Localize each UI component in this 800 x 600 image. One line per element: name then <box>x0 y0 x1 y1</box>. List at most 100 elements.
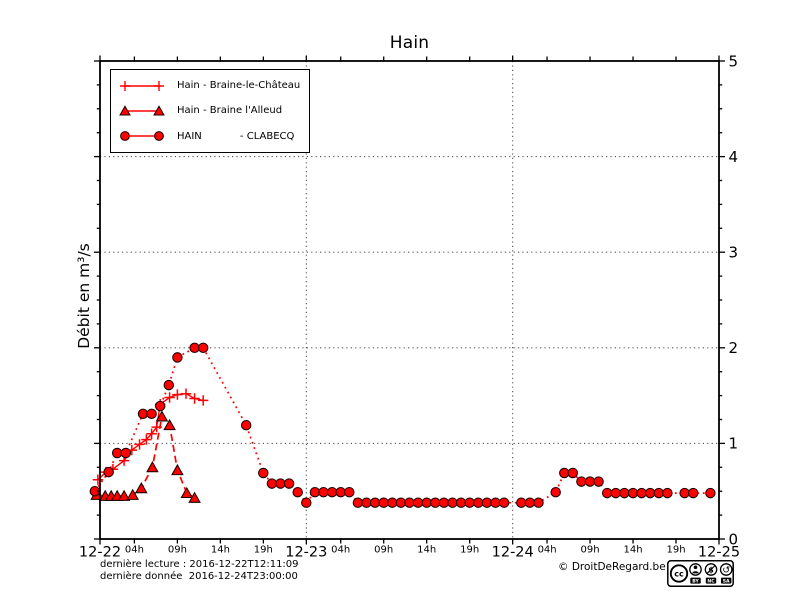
x-hour-label: 09h <box>374 545 393 556</box>
data-point-circle <box>387 497 398 508</box>
legend-marker <box>119 105 131 116</box>
data-point-circle <box>498 497 510 508</box>
data-point-circle <box>636 487 647 499</box>
y-tick-label: 3 <box>729 244 739 262</box>
x-hour-label: 14h <box>623 545 642 556</box>
data-point-circle <box>601 487 613 499</box>
legend-label: HAIN - CLABECQ <box>177 130 295 142</box>
nc-label: NC <box>707 578 715 584</box>
data-point-plus <box>146 428 157 439</box>
legend: Hain - Braine-le-Château Hain - Braine l'… <box>110 69 310 153</box>
data-point-circle <box>524 497 536 508</box>
data-point-circle <box>283 478 295 489</box>
data-point-circle <box>576 476 587 487</box>
data-point-circle <box>430 497 441 508</box>
x-hour-label: 19h <box>666 545 685 556</box>
x-day-label: 12-22 <box>79 545 121 561</box>
series-line <box>94 346 711 505</box>
data-point-triangle <box>180 486 194 499</box>
data-point-circle <box>335 486 346 498</box>
y-tick-label: 2 <box>729 339 739 357</box>
legend-marker-sample <box>120 80 164 91</box>
data-point-circle <box>490 497 501 508</box>
y-tick-label: 5 <box>729 52 739 70</box>
data-point-circle <box>163 379 175 391</box>
data-point-circle <box>172 352 183 363</box>
data-point-circle <box>301 497 312 508</box>
series-clabecq <box>89 342 716 508</box>
x-hour-label: 09h <box>168 545 187 556</box>
data-point-circle <box>309 486 321 498</box>
data-point-circle <box>292 486 303 498</box>
legend-marker-sample <box>119 105 165 116</box>
by-label-plate <box>690 577 701 584</box>
x-day-label: 12-24 <box>492 545 534 561</box>
data-point-circle <box>395 497 407 508</box>
legend-marker <box>154 131 164 142</box>
data-point-circle <box>344 486 355 498</box>
data-point-circle <box>197 342 209 354</box>
legend-marker <box>153 105 165 116</box>
data-point-circle <box>662 487 673 499</box>
nc-icon <box>704 563 718 576</box>
data-point-circle <box>687 487 699 499</box>
data-point-circle <box>481 497 493 508</box>
legend-label: Hain - Braine-le-Château <box>177 80 301 92</box>
data-point-circle <box>404 497 415 508</box>
by-label: BY <box>692 578 699 584</box>
data-point-triangle <box>155 410 169 422</box>
person-icon-body <box>692 571 699 574</box>
x-day-label: 12-23 <box>285 545 327 561</box>
data-point-triangle <box>146 461 159 473</box>
cc-badge-graphic: cc $ ↺ BY NC SA <box>667 560 734 587</box>
data-point-circle <box>533 497 544 508</box>
data-point-plus <box>189 393 200 404</box>
data-point-plus <box>141 434 152 445</box>
footer-last-reading: dernière lecture : 2016-12-22T12:11:09 <box>100 559 299 570</box>
sa-icon-arrow: ↺ <box>722 565 730 576</box>
sa-icon <box>719 563 733 576</box>
data-point-circle <box>619 487 630 499</box>
data-point-plus <box>134 439 145 450</box>
cc-license-badge[interactable]: cc $ ↺ BY NC SA <box>667 560 734 587</box>
data-point-circle <box>705 487 716 499</box>
data-point-circle <box>326 486 338 498</box>
data-point-circle <box>567 467 579 479</box>
x-hour-label: 09h <box>580 545 599 556</box>
data-point-triangle <box>163 418 176 431</box>
x-hour-label: 04h <box>538 545 557 556</box>
data-point-circle <box>154 400 166 412</box>
data-point-circle <box>240 419 252 431</box>
nc-label-plate <box>705 577 717 584</box>
y-tick-label: 0 <box>729 530 739 548</box>
data-point-circle <box>438 497 450 508</box>
sa-label: SA <box>723 578 730 584</box>
data-point-circle <box>644 487 656 499</box>
data-point-triangle <box>135 482 148 494</box>
person-icon <box>693 565 698 570</box>
data-point-plus <box>164 392 175 403</box>
sa-label-plate <box>721 577 732 584</box>
data-point-circle <box>464 497 475 508</box>
y-axis-label: Débit en m³/s <box>75 243 93 349</box>
x-hour-label: 14h <box>417 545 436 556</box>
data-point-plus <box>172 389 183 400</box>
y-tick-label: 4 <box>729 148 739 166</box>
data-point-circle <box>369 497 381 508</box>
data-point-circle <box>352 497 364 508</box>
data-point-triangle <box>126 488 139 500</box>
data-point-circle <box>421 497 432 508</box>
data-point-circle <box>146 408 157 420</box>
data-point-circle <box>584 476 596 487</box>
axis-ticks <box>94 55 725 545</box>
data-point-circle <box>111 447 123 459</box>
x-hour-label: 14h <box>211 545 230 556</box>
data-point-circle <box>189 342 200 354</box>
data-point-circle <box>627 487 639 499</box>
data-point-circle <box>593 476 604 487</box>
by-icon <box>689 563 702 576</box>
data-point-circle <box>516 497 527 508</box>
legend-marker <box>120 80 130 91</box>
